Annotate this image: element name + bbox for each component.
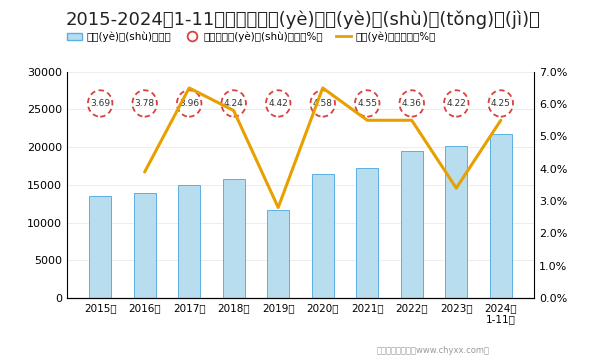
Bar [134,193,156,298]
Text: 3.96: 3.96 [179,99,199,108]
Ellipse shape [132,90,157,117]
Bar [89,196,111,298]
Ellipse shape [88,90,112,117]
Legend: 企業(yè)數(shù)（個）, 占全國企業(yè)數(shù)比重（%）, 企業(yè)同比增速（%）: 企業(yè)數(shù)（個）, 占全國企業(yè)數(shù)比重（%）, 企… [63,27,440,46]
Bar [401,151,423,298]
Text: 4.58: 4.58 [313,99,333,108]
Bar [311,174,334,298]
Bar [445,146,467,298]
Ellipse shape [310,90,335,117]
Bar [490,134,512,298]
Text: 2015-2024年1-11月湖南省工業(yè)企業(yè)數(shù)統(tǒng)計(jì)圖: 2015-2024年1-11月湖南省工業(yè)企業(yè)數(shù)統(tǒ… [66,11,541,29]
Text: 制圖：智研咨詢（www.chyxx.com）: 制圖：智研咨詢（www.chyxx.com） [376,346,489,355]
Text: 4.22: 4.22 [446,99,466,108]
Ellipse shape [355,90,379,117]
Text: 4.24: 4.24 [224,99,243,108]
Bar [356,168,378,298]
Ellipse shape [266,90,290,117]
Bar [267,210,290,298]
Text: 3.78: 3.78 [135,99,155,108]
Text: 4.25: 4.25 [491,99,510,108]
Ellipse shape [177,90,202,117]
Ellipse shape [222,90,246,117]
Ellipse shape [444,90,469,117]
Bar [223,179,245,298]
Ellipse shape [399,90,424,117]
Ellipse shape [489,90,513,117]
Text: 4.55: 4.55 [358,99,377,108]
Text: 4.36: 4.36 [402,99,422,108]
Bar [178,185,200,298]
Text: 4.42: 4.42 [268,99,288,108]
Text: 3.69: 3.69 [90,99,110,108]
